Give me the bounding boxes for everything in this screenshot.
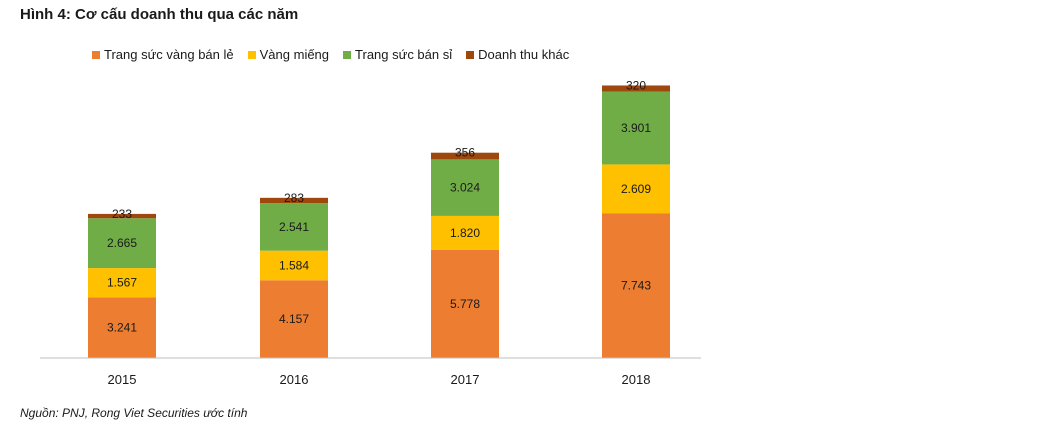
data-label: 2.609 xyxy=(621,182,651,196)
bar-segment xyxy=(88,297,156,358)
bar-segment xyxy=(260,197,328,204)
figure-title: Hình 4: Cơ cấu doanh thu qua các năm xyxy=(20,6,299,23)
bar-segment xyxy=(431,249,499,358)
data-label: 1.567 xyxy=(107,276,137,290)
data-label: 1.820 xyxy=(450,226,480,240)
bar-segment xyxy=(431,215,499,250)
legend-item-wholesale-jewelry: Trang sức bán sỉ xyxy=(343,47,452,62)
bar-segment xyxy=(602,213,670,358)
legend-label: Vàng miếng xyxy=(259,47,330,62)
data-label: 356 xyxy=(455,146,475,160)
data-label: 3.901 xyxy=(621,121,651,135)
data-label: 233 xyxy=(112,207,132,221)
data-label: 3.024 xyxy=(450,181,480,195)
chart-legend: Trang sức vàng bán lẻ Vàng miếng Trang s… xyxy=(92,47,583,62)
bar-segment xyxy=(602,164,670,214)
data-label: 5.778 xyxy=(450,297,480,311)
legend-label: Trang sức vàng bán lẻ xyxy=(104,47,234,62)
data-label: 2.665 xyxy=(107,236,137,250)
data-label: 320 xyxy=(626,78,646,92)
bar-segment xyxy=(88,218,156,269)
legend-swatch xyxy=(466,50,475,59)
bar-segment xyxy=(602,85,670,92)
legend-swatch xyxy=(92,50,100,59)
bar-segment xyxy=(260,250,328,281)
data-label: 3.241 xyxy=(107,321,137,335)
bar-segment xyxy=(88,213,156,219)
legend-label: Trang sức bán sỉ xyxy=(355,47,453,62)
legend-item-retail-jewelry: Trang sức vàng bán lẻ xyxy=(92,47,234,62)
x-tick-label: 2017 xyxy=(451,372,480,387)
bar-segment xyxy=(260,203,328,251)
data-label: 4.157 xyxy=(279,312,309,326)
bar-segment xyxy=(260,280,328,358)
bar-segment xyxy=(431,159,499,216)
x-tick-label: 2018 xyxy=(622,372,651,387)
bar-segment xyxy=(431,152,499,160)
data-label: 2.541 xyxy=(279,220,309,234)
legend-item-gold-bars: Vàng miếng xyxy=(247,47,330,62)
bar-segment xyxy=(88,268,156,298)
legend-swatch xyxy=(247,50,256,59)
legend-item-other-revenue: Doanh thu khác xyxy=(466,47,569,62)
legend-swatch xyxy=(343,50,352,59)
bar-segment xyxy=(602,91,670,165)
legend-label: Doanh thu khác xyxy=(478,47,570,62)
x-tick-label: 2015 xyxy=(108,372,137,387)
data-label: 283 xyxy=(284,191,304,205)
x-tick-label: 2016 xyxy=(280,372,309,387)
data-label: 1.584 xyxy=(279,258,309,272)
data-label: 7.743 xyxy=(621,279,651,293)
source-note: Nguồn: PNJ, Rong Viet Securities ước tín… xyxy=(20,406,248,420)
